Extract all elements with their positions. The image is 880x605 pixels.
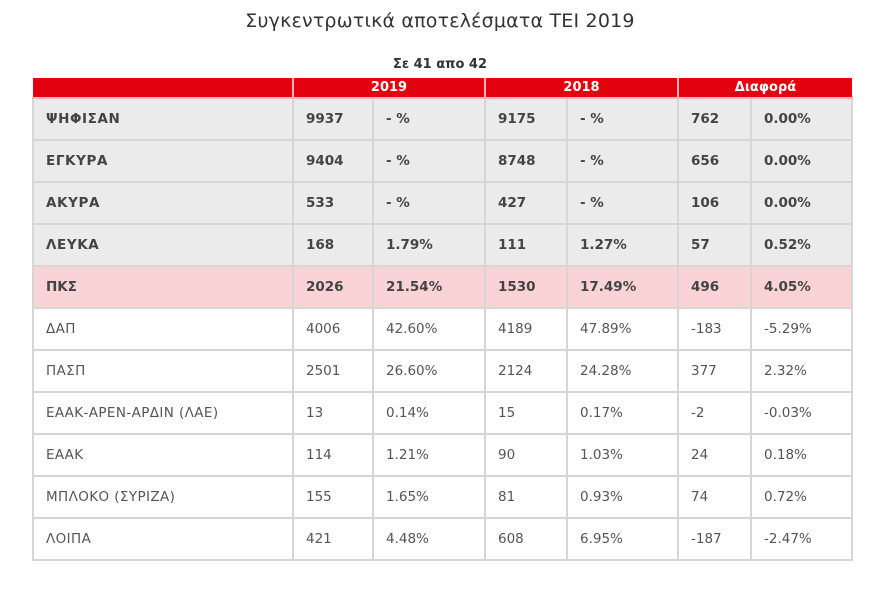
table-header-row: 2019 2018 Διαφορά [33,78,852,99]
header-difference: Διαφορά [677,78,852,99]
votes-2018: 111 [484,223,568,267]
percent-2019: 21.54% [372,265,486,309]
votes-2018: 608 [484,517,568,561]
percent-2018: 0.17% [566,391,679,435]
table-row: ΑΚΥΡΑ 533- % 427- % 106 0.00% [32,181,853,225]
votes-2018: 8748 [484,139,568,183]
votes-2018: 81 [484,475,568,519]
votes-2018: 90 [484,433,568,477]
table-row: ΨΗΦΙΣΑΝ 9937- % 9175- % 762 0.00% [32,97,853,141]
votes-2019: 421 [292,517,374,561]
votes-difference: 106 [677,181,752,225]
row-label: ΛΟΙΠΑ [32,517,294,561]
percent-2018: 6.95% [566,517,679,561]
row-label: ΠΑΣΠ [32,349,294,393]
percent-2019: 4.48% [372,517,486,561]
percent-2019: 26.60% [372,349,486,393]
votes-2018: 15 [484,391,568,435]
votes-difference: 57 [677,223,752,267]
votes-2019: 2026 [292,265,374,309]
header-2019: 2019 [292,78,486,99]
percent-2018: - % [566,181,679,225]
votes-2018: 1530 [484,265,568,309]
header-2018: 2018 [484,78,679,99]
row-label: ΨΗΦΙΣΑΝ [32,97,294,141]
percent-difference: 2.32% [750,349,853,393]
row-label: ΔΑΠ [32,307,294,351]
percent-difference: -0.03% [750,391,853,435]
percent-2018: - % [566,97,679,141]
votes-2018: 2124 [484,349,568,393]
percent-difference: -5.29% [750,307,853,351]
votes-2019: 114 [292,433,374,477]
percent-2019: 0.14% [372,391,486,435]
votes-difference: 496 [677,265,752,309]
table-row: ΠΑΣΠ 2501 26.60% 2124 24.28% 377 2.32% [32,349,853,393]
percent-difference: -2.47% [750,517,853,561]
votes-difference: -187 [677,517,752,561]
percent-2018: 1.03% [566,433,679,477]
votes-difference: 24 [677,433,752,477]
row-label: ΕΑΑΚ [32,433,294,477]
table-row: ΕΑΑΚ 114 1.21% 90 1.03% 24 0.18% [32,433,853,477]
percent-difference: 0.18% [750,433,853,477]
percent-2019: - % [372,181,486,225]
table-row: ΛΟΙΠΑ 421 4.48% 608 6.95% -187 -2.47% [32,517,853,561]
table-row: ΔΑΠ 4006 42.60% 4189 47.89% -183 -5.29% [32,307,853,351]
header-label [33,78,294,99]
percent-2019: 42.60% [372,307,486,351]
percent-difference: 0.72% [750,475,853,519]
percent-2018: 17.49% [566,265,679,309]
votes-difference: -2 [677,391,752,435]
votes-2019: 2501 [292,349,374,393]
table-row: ΜΠΛΟΚΟ (ΣΥΡΙΖΑ) 155 1.65% 81 0.93% 74 0.72% [32,475,853,519]
percent-2019: 1.21% [372,433,486,477]
votes-2019: 13 [292,391,374,435]
table-row: ΕΓΚΥΡΑ 9404- % 8748- % 656 0.00% [32,139,853,183]
votes-difference: 762 [677,97,752,141]
row-label: ΠΚΣ [32,265,294,309]
percent-2019: - % [372,139,486,183]
votes-2019: 168 [292,223,374,267]
votes-difference: 377 [677,349,752,393]
percent-difference: 4.05% [750,265,853,309]
percent-difference: 0.00% [750,97,853,141]
votes-2019: 9404 [292,139,374,183]
table-row: ΠΚΣ 2026 21.54% 1530 17.49% 496 4.05% [32,265,853,309]
results-table: 2019 2018 Διαφορά ΨΗΦΙΣΑΝ 9937- % 9175- % 7… [32,78,853,561]
votes-2019: 4006 [292,307,374,351]
percent-2018: 47.89% [566,307,679,351]
votes-2018: 4189 [484,307,568,351]
row-label: ΛΕΥΚΑ [32,223,294,267]
votes-2018: 9175 [484,97,568,141]
percent-2019: 1.79% [372,223,486,267]
votes-difference: -183 [677,307,752,351]
votes-2019: 9937 [292,97,374,141]
table-row: ΛΕΥΚΑ 168 1.79% 111 1.27% 57 0.52% [32,223,853,267]
page-title: Συγκεντρωτικά αποτελέσματα ΤΕΙ 2019 [245,10,635,32]
percent-2018: - % [566,139,679,183]
votes-2018: 427 [484,181,568,225]
percent-difference: 0.00% [750,139,853,183]
page-subtitle: Σε 41 απο 42 [392,57,488,72]
percent-2018: 0.93% [566,475,679,519]
votes-2019: 533 [292,181,374,225]
percent-2018: 24.28% [566,349,679,393]
votes-difference: 656 [677,139,752,183]
row-label: ΑΚΥΡΑ [32,181,294,225]
row-label: ΕΑΑΚ-ΑΡΕΝ-ΑΡΔΙΝ (ΛΑΕ) [32,391,294,435]
votes-2019: 155 [292,475,374,519]
table-row: ΕΑΑΚ-ΑΡΕΝ-ΑΡΔΙΝ (ΛΑΕ) 13 0.14% 15 0.17% -2 -0.… [32,391,853,435]
percent-difference: 0.52% [750,223,853,267]
votes-difference: 74 [677,475,752,519]
row-label: ΕΓΚΥΡΑ [32,139,294,183]
percent-2018: 1.27% [566,223,679,267]
row-label: ΜΠΛΟΚΟ (ΣΥΡΙΖΑ) [32,475,294,519]
percent-difference: 0.00% [750,181,853,225]
percent-2019: - % [372,97,486,141]
percent-2019: 1.65% [372,475,486,519]
